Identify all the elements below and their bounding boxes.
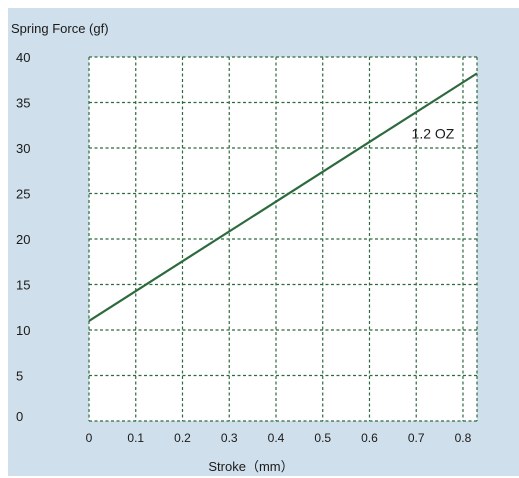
y-tick-label: 25 <box>16 187 30 202</box>
y-tick-label: 10 <box>16 323 30 338</box>
y-tick-label: 30 <box>16 141 30 156</box>
x-tick-label: 0.5 <box>314 431 331 445</box>
y-tick-label: 5 <box>16 369 23 384</box>
y-tick-label: 0 <box>16 409 23 424</box>
y-tick-label: 20 <box>16 232 30 247</box>
y-tick-label: 15 <box>16 278 30 293</box>
x-axis-label: Stroke（mm） <box>208 459 293 474</box>
series-annotation-label: 1.2 OZ <box>412 125 455 141</box>
x-tick-label: 0.8 <box>455 431 472 445</box>
x-tick-label: 0.7 <box>408 431 425 445</box>
x-tick-label: 0.1 <box>127 431 144 445</box>
y-tick-label: 35 <box>16 96 30 111</box>
x-tick-label: 0.2 <box>174 431 191 445</box>
chart-panel: Spring Force (gf) Stroke（mm） 0 5 10 15 20 25 3… <box>8 8 519 476</box>
x-tick-label: 0.4 <box>268 431 285 445</box>
x-tick-label: 0.6 <box>361 431 378 445</box>
line-chart: Spring Force (gf) Stroke（mm） 0 5 10 15 20 25 3… <box>11 21 478 474</box>
plot-area: 0 5 10 15 20 25 30 35 40 0 0.1 0.2 0.3 0.4 0.5 0.6 0.7 0.… <box>16 50 478 445</box>
series-line <box>88 72 478 322</box>
y-tick-label: 40 <box>16 50 30 65</box>
x-tick-label: 0 <box>86 431 93 445</box>
y-axis-label: Spring Force (gf) <box>11 21 109 36</box>
x-tick-label: 0.3 <box>221 431 238 445</box>
